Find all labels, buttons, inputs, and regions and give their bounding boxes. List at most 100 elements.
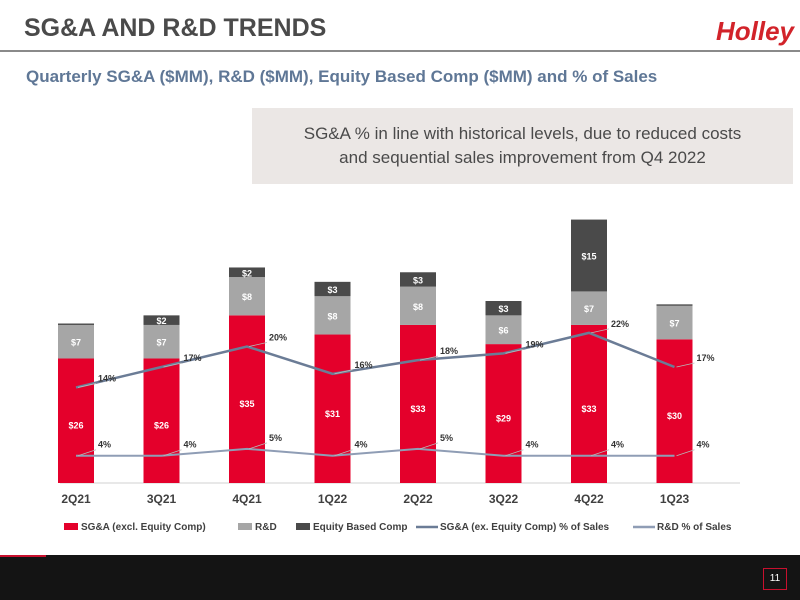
data-label-equity-4q22: $15 (581, 252, 596, 262)
footer-bar (0, 555, 800, 600)
rd-pct-leader-3q22 (505, 449, 524, 457)
bar-sga-3q21 (143, 358, 180, 483)
data-label-sga-4q21: $35 (239, 399, 254, 409)
legend-label-3: SG&A (ex. Equity Comp) % of Sales (440, 522, 610, 533)
callout-line-1: SG&A % in line with historical levels, d… (303, 124, 742, 143)
legend-label-4: R&D % of Sales (657, 522, 732, 533)
rd-pct-label-1q22: 4% (355, 440, 368, 450)
bar-rd-1q23 (656, 305, 693, 340)
data-label-rd-2q21: $7 (71, 338, 81, 348)
bar-sga-2q22 (400, 324, 436, 483)
tick-label-3q21: 3Q21 (147, 492, 177, 506)
bar-rd-3q22 (485, 315, 522, 345)
data-label-rd-2q22: $8 (413, 302, 423, 312)
page-number: 11 (763, 568, 787, 590)
bar-sga-2q21 (58, 358, 94, 483)
data-label-equity-2q22: $3 (413, 275, 423, 285)
bar-equity-1q22 (314, 281, 351, 297)
chart-subtitle: Quarterly SG&A ($MM), R&D ($MM), Equity … (26, 67, 658, 86)
bar-rd-3q21 (143, 324, 180, 359)
bar-equity-1q23 (656, 304, 693, 306)
bar-equity-3q21 (143, 315, 180, 325)
tick-label-4q21: 4Q21 (232, 492, 262, 506)
sga-pct-leader-3q21 (163, 362, 182, 368)
bar-equity-4q22 (571, 219, 607, 292)
bar-rd-2q22 (400, 286, 436, 325)
rd-pct-leader-2q22 (419, 442, 439, 450)
holley-logo: Holley (716, 16, 796, 46)
sga-pct-label-1q23: 17% (697, 353, 715, 363)
data-label-sga-3q21: $26 (154, 421, 169, 431)
sga-pct-label-4q22: 22% (611, 319, 629, 329)
data-label-equity-1q22: $3 (327, 285, 337, 295)
sga-pct-label-2q22: 18% (440, 346, 458, 356)
bar-equity-2q22 (400, 272, 436, 287)
data-label-rd-3q21: $7 (156, 338, 166, 348)
rd-pct-leader-4q21 (248, 442, 268, 450)
rd-pct-leader-2q21 (77, 449, 97, 457)
legend-label-2: Equity Based Comp (313, 522, 407, 533)
rd-pct-leader-1q23 (676, 449, 695, 457)
sga-pct-leader-1q23 (676, 362, 695, 368)
sga-rd-chart: $26 $7 2Q21 $26 $7 $2 3Q21 $35 $8 $2 4Q21 $31 $8 $3 1Q… (58, 219, 740, 533)
legend-swatch-2 (296, 523, 310, 530)
legend-swatch-0 (64, 523, 78, 530)
sga-pct-leader-2q22 (419, 355, 439, 361)
legend-swatch-1 (238, 523, 252, 530)
callout-box: SG&A % in line with historical levels, d… (252, 108, 793, 184)
sga-pct-label-1q22: 16% (355, 360, 373, 370)
footer-accent-line (0, 555, 46, 557)
data-label-sga-2q21: $26 (68, 421, 83, 431)
sga-pct-leader-4q22 (590, 328, 610, 334)
data-label-rd-4q21: $8 (242, 292, 252, 302)
tick-label-2q22: 2Q22 (403, 492, 433, 506)
legend-label-1: R&D (255, 522, 277, 533)
rd-pct-label-3q22: 4% (526, 440, 539, 450)
bar-rd-4q21 (229, 277, 265, 316)
tick-label-1q23: 1Q23 (660, 492, 690, 506)
bar-rd-4q22 (571, 291, 607, 325)
rd-pct-label-4q22: 4% (611, 440, 624, 450)
sga-pct-label-3q22: 19% (526, 339, 544, 349)
data-label-rd-1q22: $8 (327, 311, 337, 321)
data-label-rd-4q22: $7 (584, 304, 594, 314)
rd-pct-label-1q23: 4% (697, 440, 710, 450)
rd-pct-label-4q21: 5% (269, 433, 282, 443)
bar-rd-1q22 (314, 296, 351, 335)
data-label-sga-2q22: $33 (410, 404, 425, 414)
sga-pct-leader-4q21 (248, 342, 268, 347)
rd-pct-label-2q22: 5% (440, 433, 453, 443)
tick-label-1q22: 1Q22 (318, 492, 348, 506)
bar-equity-4q21 (229, 267, 265, 278)
data-label-equity-3q21: $2 (156, 316, 166, 326)
sga-pct-line (75, 331, 675, 389)
title-divider (0, 50, 800, 52)
sga-pct-label-2q21: 14% (98, 373, 116, 383)
data-label-sga-4q22: $33 (581, 404, 596, 414)
rd-pct-label-3q21: 4% (184, 440, 197, 450)
bar-equity-3q22 (485, 301, 522, 316)
bar-sga-1q22 (314, 334, 351, 483)
sga-pct-leader-1q22 (334, 369, 353, 375)
sga-pct-leader-2q21 (77, 383, 97, 388)
legend-label-0: SG&A (excl. Equity Comp) (81, 522, 206, 533)
sga-pct-label-3q21: 17% (184, 353, 202, 363)
tick-label-3q22: 3Q22 (489, 492, 519, 506)
bar-sga-3q22 (485, 344, 522, 483)
callout-line-2: and sequential sales improvement from Q4… (339, 148, 706, 167)
data-label-rd-3q22: $6 (498, 326, 508, 336)
rd-pct-line (76, 447, 675, 457)
data-label-sga-3q22: $29 (496, 414, 511, 424)
svg-text:Holley: Holley (716, 16, 796, 46)
data-label-rd-1q23: $7 (669, 319, 679, 329)
bar-sga-4q21 (229, 315, 265, 483)
rd-pct-leader-1q22 (334, 449, 353, 457)
data-label-sga-1q23: $30 (667, 411, 682, 421)
tick-label-2q21: 2Q21 (61, 492, 91, 506)
bar-equity-2q21 (58, 323, 94, 325)
data-label-sga-1q22: $31 (325, 409, 340, 419)
data-label-equity-4q21: $2 (242, 268, 252, 278)
slide-title: SG&A AND R&D TRENDS (24, 14, 327, 42)
bar-rd-2q21 (58, 324, 94, 359)
sga-pct-label-4q21: 20% (269, 333, 287, 343)
